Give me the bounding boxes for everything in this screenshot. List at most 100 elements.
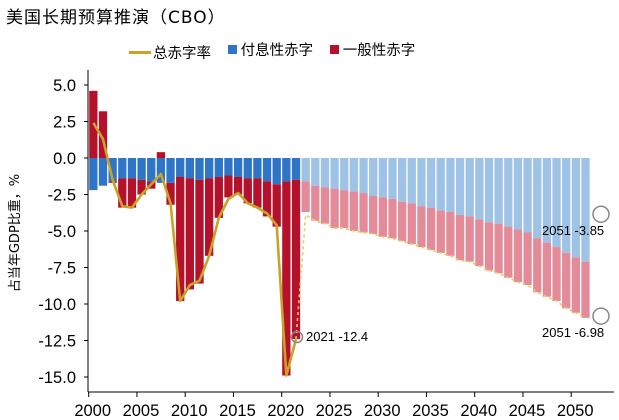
legend-swatch-primary	[329, 45, 339, 54]
legend: 总赤字率 付息性赤字 一般性赤字	[129, 39, 427, 63]
interest-bar	[147, 158, 156, 182]
interest-bar	[465, 158, 474, 217]
x-tick-label: 2020	[267, 402, 304, 420]
x-tick-label: 2045	[509, 402, 546, 420]
annotation-marker-2021	[290, 330, 304, 344]
total-deficit-line	[92, 122, 298, 377]
interest-bar	[542, 158, 552, 243]
primary-bar	[407, 203, 416, 245]
primary-bar	[359, 193, 368, 233]
annotation-marker-2051-primary	[592, 205, 610, 223]
primary-bar	[311, 185, 320, 221]
annotation-label-2051-primary: 2051 -3.85	[542, 223, 604, 238]
primary-bar	[301, 181, 310, 213]
primary-bar	[291, 179, 301, 340]
legend-label-interest: 付息性赤字	[240, 43, 314, 59]
primary-bar	[98, 111, 108, 158]
primary-bar	[349, 191, 359, 231]
interest-bar	[311, 158, 320, 186]
interest-bar	[340, 158, 349, 191]
interest-bar	[272, 158, 281, 185]
y-tick-label: 0.0	[53, 150, 76, 168]
primary-bar	[233, 176, 243, 195]
interest-bar	[417, 158, 426, 207]
primary-bar	[484, 222, 494, 271]
interest-bar	[552, 158, 561, 248]
primary-bar	[156, 152, 166, 158]
x-tick-label: 2035	[412, 402, 449, 420]
x-tick-label: 2000	[74, 402, 111, 420]
interest-bar	[504, 158, 513, 227]
x-tick-label: 2050	[557, 402, 594, 420]
interest-bar	[533, 158, 542, 239]
primary-bar	[369, 195, 378, 234]
primary-bar	[571, 257, 580, 313]
primary-bar	[562, 252, 571, 309]
interest-bar	[233, 158, 243, 177]
interest-bar	[98, 158, 108, 186]
interest-bar	[484, 158, 494, 223]
legend-item-primary: 一般性赤字	[329, 39, 416, 60]
total-deficit-line-projected	[295, 213, 586, 340]
interest-bar	[436, 158, 445, 211]
interest-bar	[455, 158, 465, 215]
primary-bar	[176, 176, 185, 302]
primary-bar	[465, 216, 474, 262]
annotation-label-2051-interest: 2051 -6.98	[542, 325, 604, 340]
y-tick-label: -7.5	[48, 260, 76, 278]
y-tick-label: 5.0	[53, 77, 76, 95]
primary-bar	[581, 261, 590, 318]
primary-bar	[272, 184, 281, 227]
interest-bar	[426, 158, 436, 208]
interest-bar	[378, 158, 387, 198]
primary-bar	[127, 178, 137, 208]
interest-bar	[156, 158, 166, 183]
primary-bar	[475, 219, 484, 267]
interest-bar	[253, 158, 262, 179]
primary-bar	[455, 214, 465, 261]
interest-bar	[291, 158, 301, 180]
x-tick-label: 2010	[171, 402, 208, 420]
y-tick-label: -12.5	[38, 333, 76, 351]
interest-bar	[205, 158, 214, 179]
x-tick-label: 2005	[123, 402, 160, 420]
y-tick-label: -10.0	[38, 296, 76, 314]
interest-bar	[398, 158, 407, 202]
interest-bar	[282, 158, 291, 182]
annotation-marker-2051-interest	[592, 307, 610, 325]
primary-bar	[282, 181, 291, 376]
interest-bar	[301, 158, 310, 182]
primary-bar	[118, 178, 127, 208]
interest-bar	[523, 158, 532, 233]
x-tick-label: 2025	[316, 402, 353, 420]
interest-bar	[89, 158, 98, 191]
interest-bar	[127, 158, 137, 179]
chart-title: 美国长期预算推演（CBO）	[6, 8, 226, 28]
annotation-label-2021: 2021 -12.4	[306, 329, 368, 344]
legend-label-total: 总赤字率	[153, 46, 211, 62]
interest-bar	[359, 158, 368, 194]
y-tick-label: -2.5	[48, 187, 76, 205]
interest-bar	[388, 158, 397, 199]
primary-bar	[262, 181, 272, 217]
primary-bar	[243, 178, 252, 204]
primary-bar	[417, 206, 426, 248]
interest-bar	[571, 158, 580, 258]
y-axis-label: 占当年GDP比重，%	[7, 174, 23, 292]
interest-bar	[494, 158, 503, 224]
primary-bar	[513, 229, 523, 283]
primary-bar	[436, 210, 445, 253]
interest-bar	[118, 158, 127, 179]
interest-bar	[195, 158, 204, 180]
legend-label-primary: 一般性赤字	[342, 43, 416, 59]
interest-bar	[243, 158, 252, 179]
primary-bar	[224, 175, 233, 198]
primary-bar	[494, 223, 503, 274]
primary-bar	[195, 179, 204, 284]
legend-swatch-total	[129, 51, 151, 54]
primary-bar	[330, 188, 339, 229]
primary-bar	[552, 247, 561, 302]
interest-bar	[349, 158, 359, 192]
interest-bar	[475, 158, 484, 220]
